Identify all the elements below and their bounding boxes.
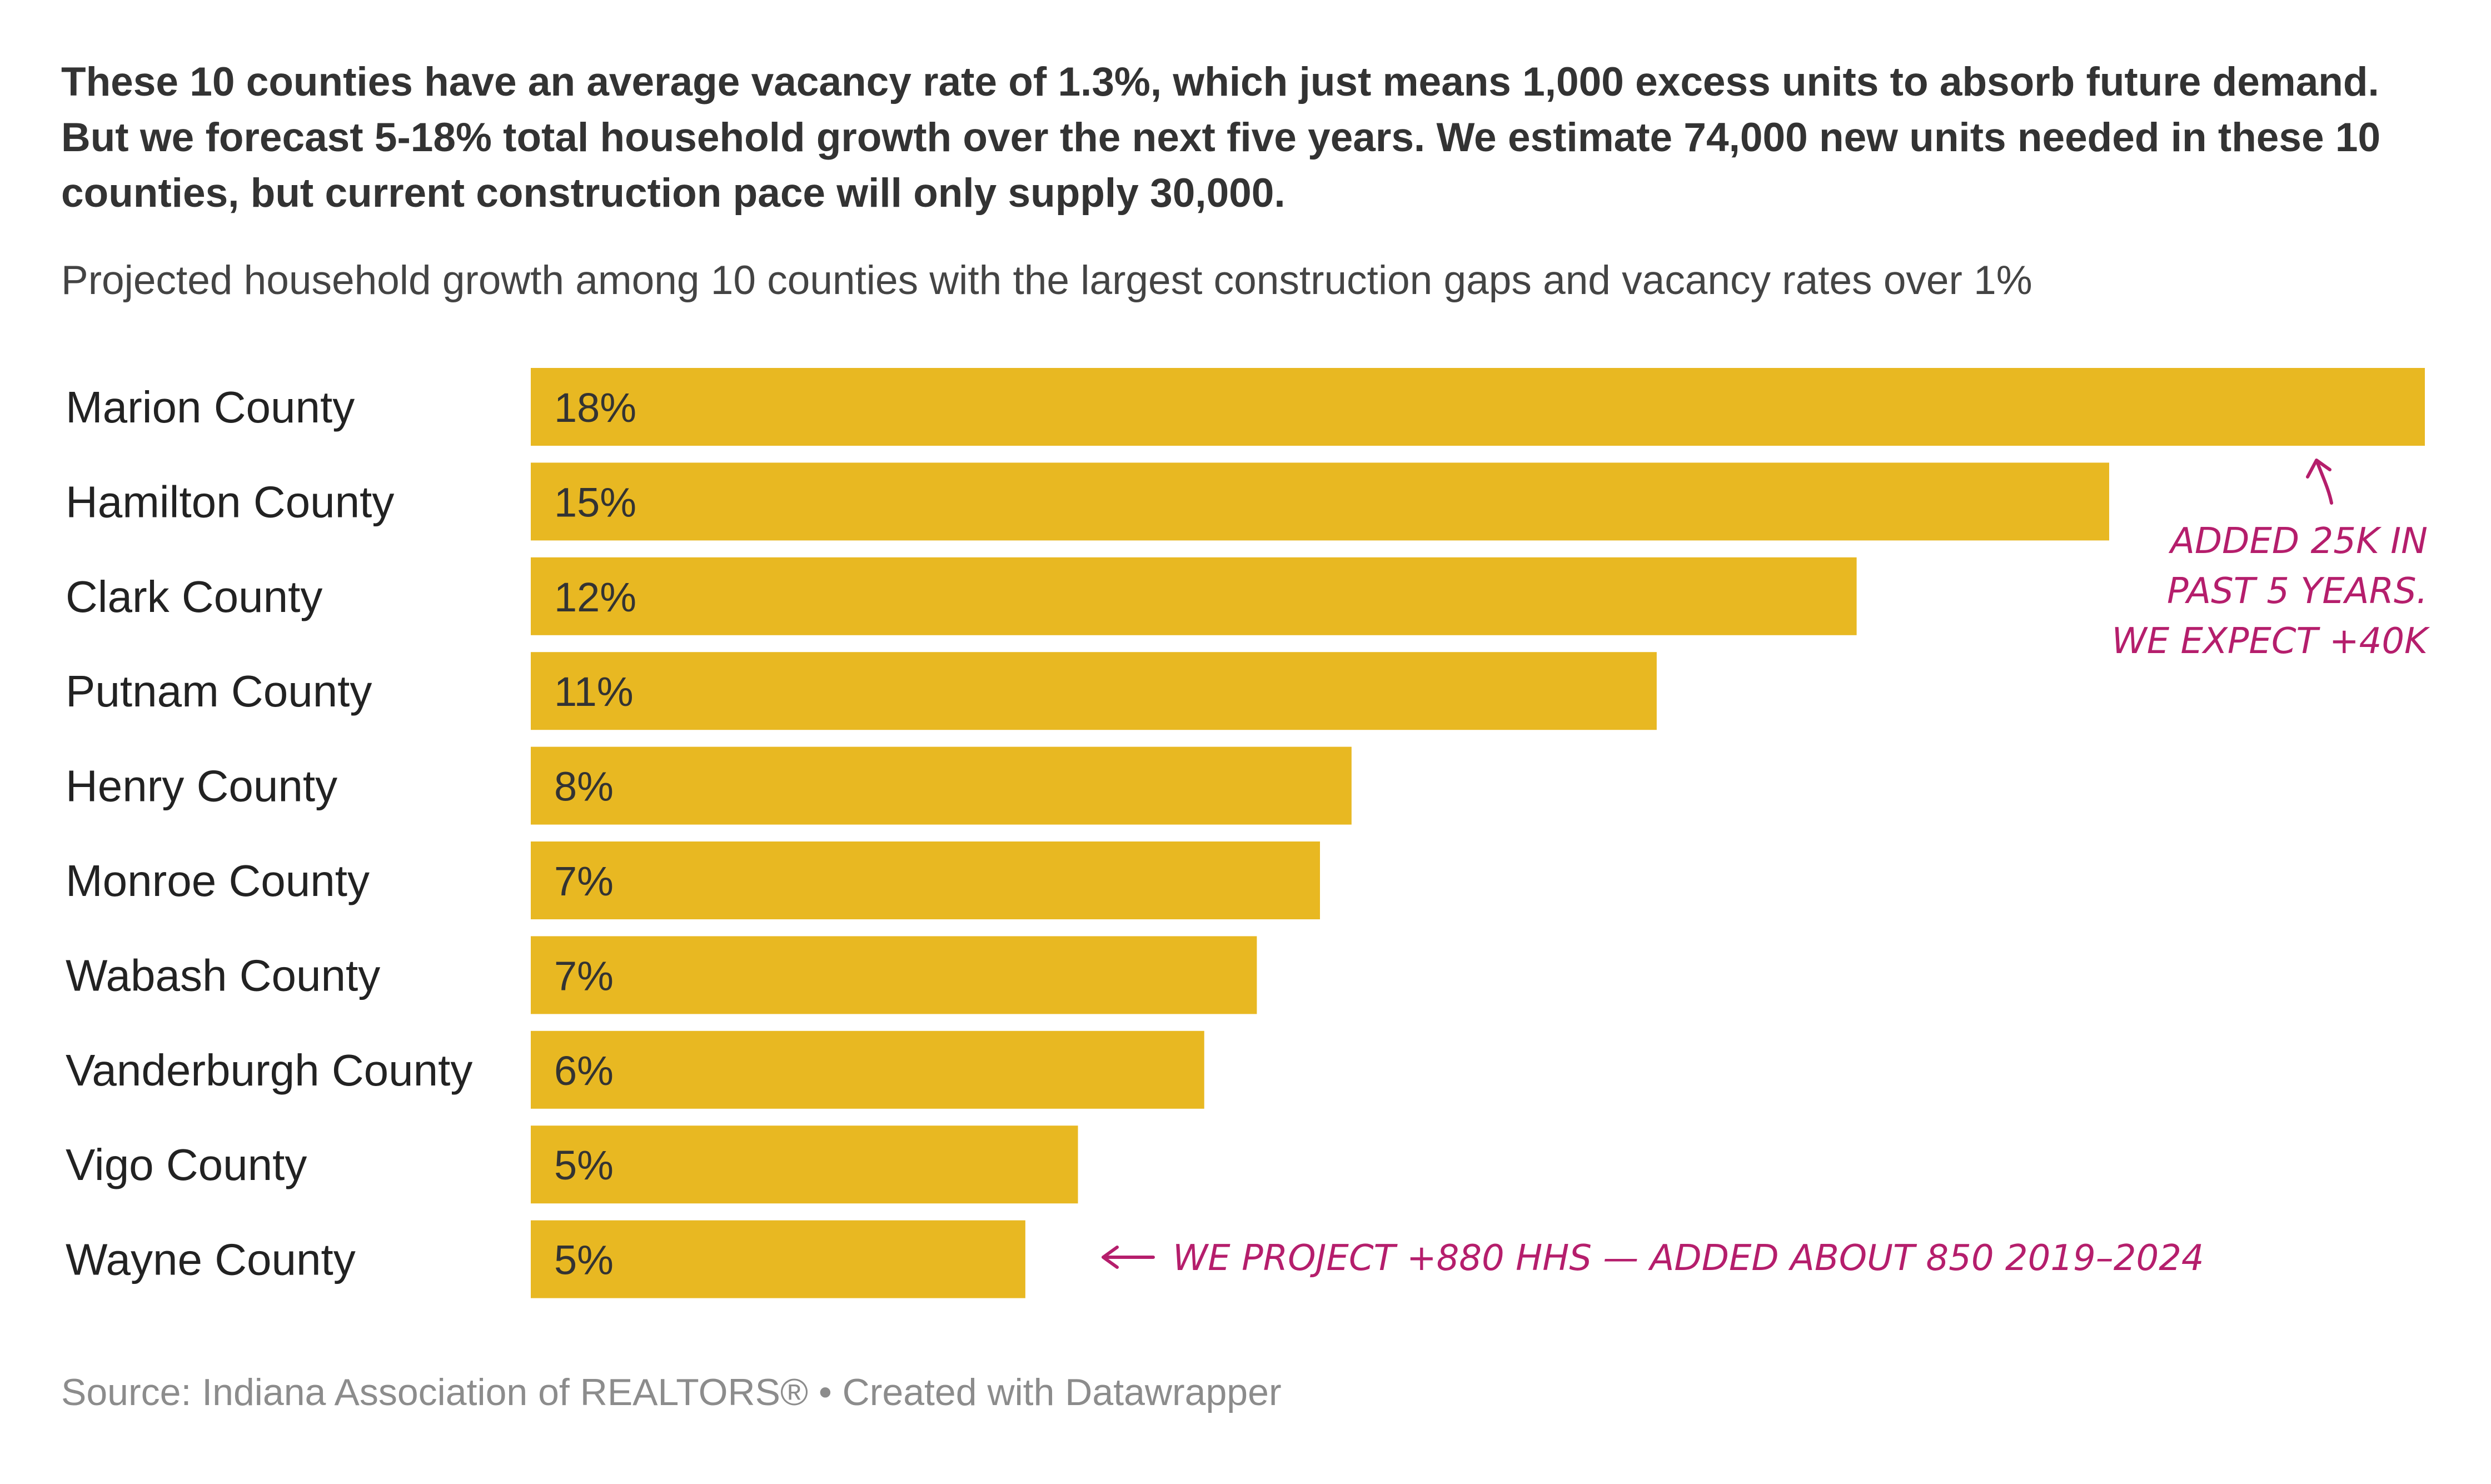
category-label-clark-county: Clark County (66, 572, 322, 621)
annotations-layer: ADDED 25K IN PAST 5 YEARS. WE EXPECT +40… (1102, 459, 2430, 1279)
wayne-annotation: WE PROJECT +880 HHS — ADDED ABOUT 850 20… (1173, 1238, 2204, 1279)
value-label-hamilton-county: 15% (554, 479, 636, 525)
bar-henry-county (531, 746, 1352, 825)
category-label-vanderburgh-county: Vanderburgh County (66, 1045, 472, 1095)
headline: These 10 counties have an average vacanc… (61, 59, 2381, 216)
category-label-marion-county: Marion County (66, 382, 355, 432)
marion-annotation-line-2: PAST 5 YEARS. (2167, 571, 2428, 612)
marion-annotation-line-1: ADDED 25K IN (2168, 521, 2428, 562)
bar-clark-county (531, 557, 1857, 635)
bar-wayne-county (531, 1220, 1025, 1298)
value-label-putnam-county: 11% (554, 669, 634, 715)
value-label-marion-county: 18% (554, 385, 636, 431)
bar-chart: Marion County 18% Hamilton County 15% Clark … (66, 368, 2430, 1298)
bar-vigo-county (531, 1126, 1078, 1204)
value-label-clark-county: 12% (554, 574, 636, 620)
bars-layer: Marion County 18% Hamilton County 15% Clark … (66, 368, 2425, 1298)
bar-putnam-county (531, 652, 1657, 730)
value-label-wabash-county: 7% (554, 953, 614, 999)
bar-hamilton-county (531, 462, 2109, 541)
bar-wabash-county (531, 936, 1257, 1014)
bar-vanderburgh-county (531, 1030, 1204, 1109)
value-label-vanderburgh-county: 6% (554, 1048, 614, 1094)
wayne-annotation-arrow (1102, 1246, 1155, 1269)
value-label-henry-county: 8% (554, 764, 614, 810)
category-label-hamilton-county: Hamilton County (66, 477, 394, 526)
value-label-monroe-county: 7% (554, 858, 614, 904)
marion-annotation-arrow (2306, 459, 2333, 505)
category-label-wayne-county: Wayne County (66, 1235, 356, 1284)
source-note: Source: Indiana Association of REALTORS®… (61, 1371, 1282, 1413)
category-label-putnam-county: Putnam County (66, 666, 372, 716)
marion-annotation-line-3: WE EXPECT +40K (2111, 621, 2430, 662)
chart-subtitle: Projected household growth among 10 coun… (61, 258, 2032, 303)
category-label-henry-county: Henry County (66, 761, 337, 811)
value-label-vigo-county: 5% (554, 1142, 614, 1188)
category-label-monroe-county: Monroe County (66, 856, 370, 905)
category-label-wabash-county: Wabash County (66, 950, 380, 1000)
bar-marion-county (531, 368, 2425, 446)
value-label-wayne-county: 5% (554, 1237, 614, 1283)
bar-monroe-county (531, 841, 1320, 919)
category-label-vigo-county: Vigo County (66, 1140, 307, 1189)
